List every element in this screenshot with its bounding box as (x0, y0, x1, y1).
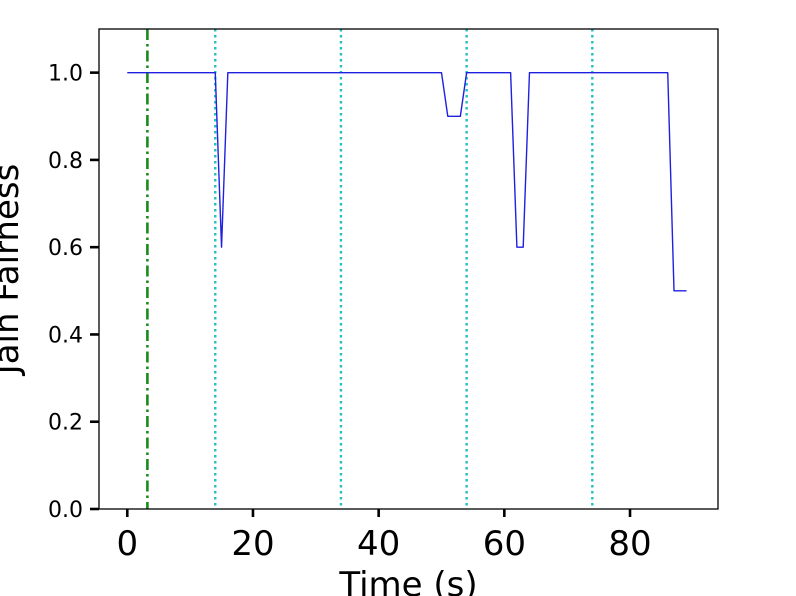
series-layer (127, 71, 687, 292)
vertical-markers (146, 29, 594, 509)
x-tick-label: 40 (357, 524, 400, 564)
y-tick-label: 0.8 (48, 149, 83, 174)
x-tick-label: 80 (608, 524, 651, 564)
y-tick-label: 1.0 (48, 62, 83, 87)
x-axis-title: Time (s) (338, 565, 477, 596)
y-tick-label: 0.4 (48, 323, 83, 348)
y-tick-label: 0.0 (48, 498, 83, 523)
plot-frame (98, 28, 719, 510)
y-axis-title: Jain Fairness (0, 164, 27, 377)
x-tick-label: 60 (483, 524, 526, 564)
y-axis-ticks: 0.0 0.2 0.4 0.6 0.8 1.0 (48, 62, 99, 523)
y-tick-label: 0.6 (48, 236, 83, 261)
x-tick-label: 0 (116, 524, 138, 564)
series-line-0 (127, 71, 687, 292)
x-axis-ticks: 0 20 40 60 80 (116, 509, 652, 564)
y-tick-label: 0.2 (48, 411, 83, 436)
x-tick-label: 20 (231, 524, 274, 564)
